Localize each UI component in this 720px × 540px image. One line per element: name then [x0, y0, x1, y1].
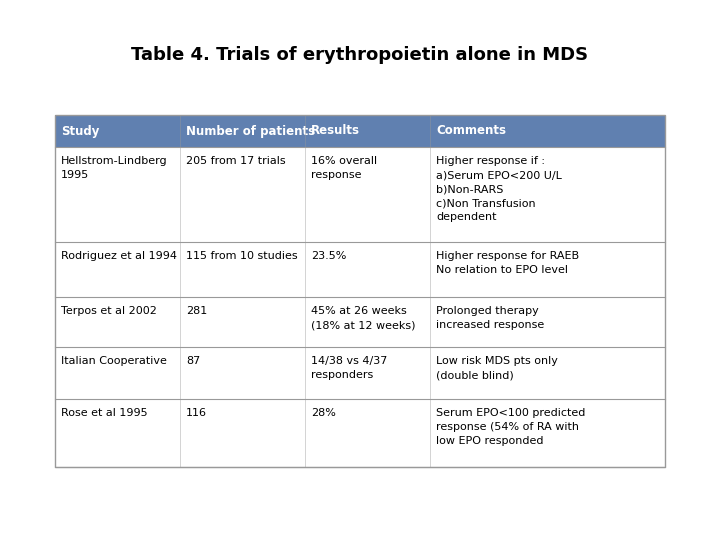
Bar [55, 297, 665, 347]
Text: Low risk MDS pts only
(double blind): Low risk MDS pts only (double blind) [436, 356, 558, 380]
Bar [55, 147, 665, 242]
Text: Number of patients: Number of patients [186, 125, 315, 138]
Text: 14/38 vs 4/37
responders: 14/38 vs 4/37 responders [311, 356, 387, 380]
Text: Rodriguez et al 1994: Rodriguez et al 1994 [61, 251, 177, 261]
Text: Hellstrom-Lindberg
1995: Hellstrom-Lindberg 1995 [61, 156, 168, 180]
Text: Serum EPO<100 predicted
response (54% of RA with
low EPO responded: Serum EPO<100 predicted response (54% of… [436, 408, 585, 446]
Text: Study: Study [61, 125, 99, 138]
Text: Higher response if :
a)Serum EPO<200 U/L
b)Non-RARS
c)Non Transfusion
dependent: Higher response if : a)Serum EPO<200 U/L… [436, 156, 562, 222]
Bar [55, 399, 665, 467]
Bar [55, 347, 665, 399]
Text: Prolonged therapy
increased response: Prolonged therapy increased response [436, 306, 544, 330]
Text: Rose et al 1995: Rose et al 1995 [61, 408, 148, 418]
Text: 281: 281 [186, 306, 207, 316]
Text: Comments: Comments [436, 125, 506, 138]
Text: 23.5%: 23.5% [311, 251, 346, 261]
Text: Italian Cooperative: Italian Cooperative [61, 356, 167, 366]
Text: 28%: 28% [311, 408, 336, 418]
Bar [55, 115, 665, 147]
Text: 116: 116 [186, 408, 207, 418]
Bar [55, 242, 665, 297]
Text: 205 from 17 trials: 205 from 17 trials [186, 156, 286, 166]
Text: Terpos et al 2002: Terpos et al 2002 [61, 306, 157, 316]
Text: 16% overall
response: 16% overall response [311, 156, 377, 180]
Text: 115 from 10 studies: 115 from 10 studies [186, 251, 297, 261]
Text: Table 4. Trials of erythropoietin alone in MDS: Table 4. Trials of erythropoietin alone … [132, 46, 588, 64]
Text: 45% at 26 weeks
(18% at 12 weeks): 45% at 26 weeks (18% at 12 weeks) [311, 306, 415, 330]
Bar [55, 115, 665, 467]
Text: Higher response for RAEB
No relation to EPO level: Higher response for RAEB No relation to … [436, 251, 580, 275]
Text: Results: Results [311, 125, 360, 138]
Text: 87: 87 [186, 356, 200, 366]
